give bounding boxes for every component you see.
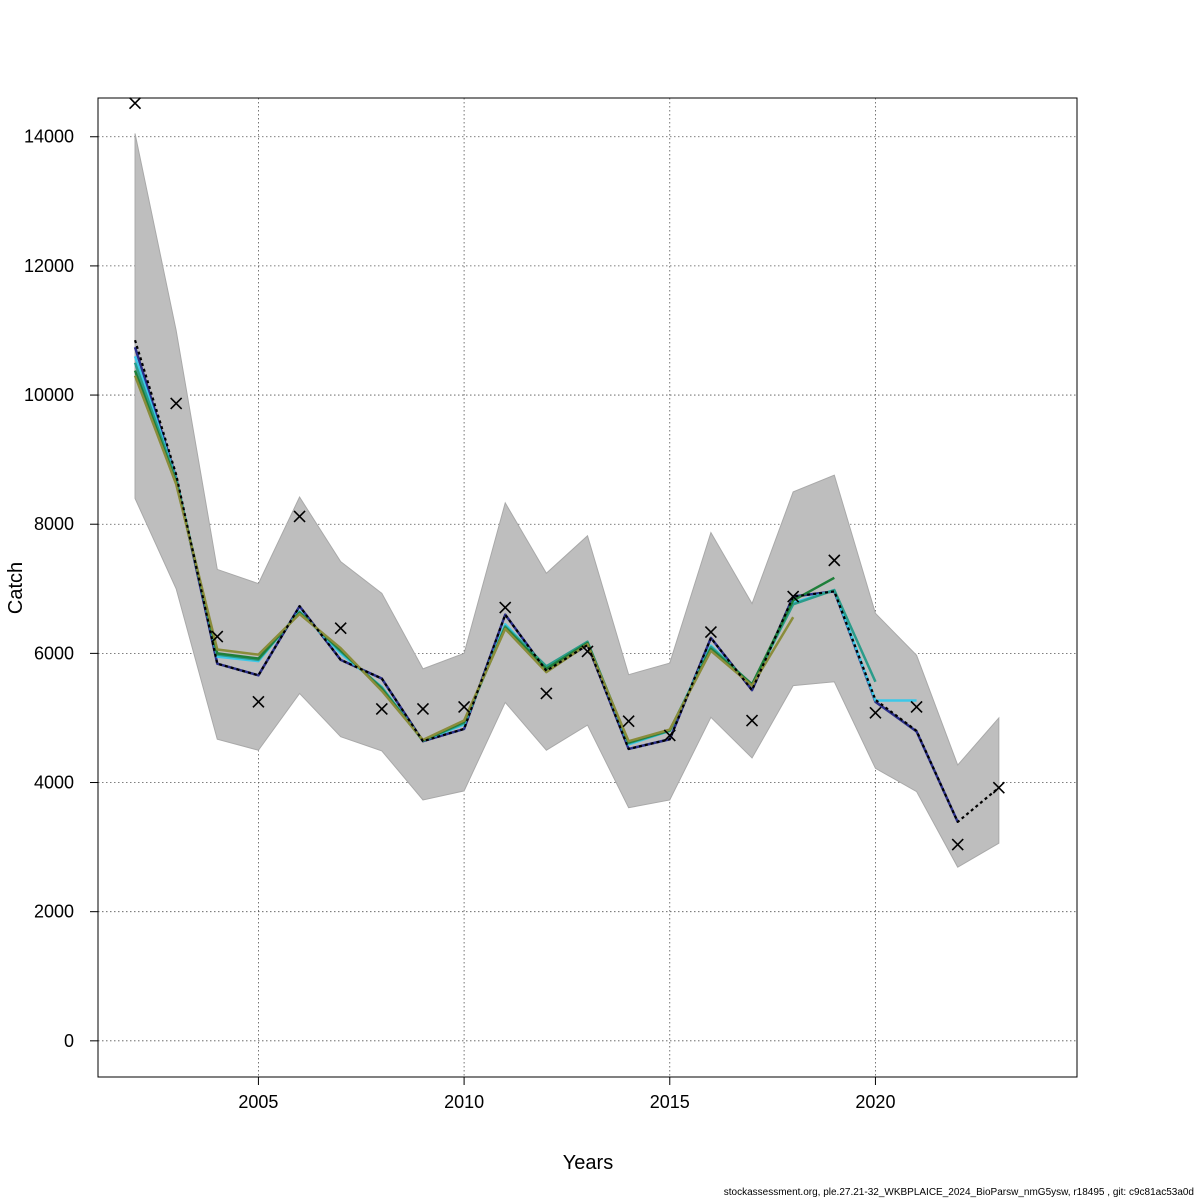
observations-layer [128,97,1005,851]
observation-point-7 [416,702,430,715]
x-tick-label-1: 2010 [444,1092,484,1112]
confidence-band-layer [134,133,1000,868]
y-tick-label-2: 4000 [34,773,74,793]
observation-point-21 [992,781,1005,794]
observation-point-14 [704,625,717,639]
series-line-5 [133,375,795,743]
x-tick-label-0: 2005 [238,1092,278,1112]
observation-point-9 [499,601,512,614]
y-tick-label-0: 0 [64,1031,74,1051]
observation-point-4 [293,510,306,523]
observation-point-13 [663,729,676,742]
footer-text: stockassessment.org, ple.27.21-32_WKBPLA… [723,1187,1194,1198]
observation-point-0 [128,97,142,110]
y-tick-label-6: 12000 [24,256,74,276]
x-axis-title: Years [563,1152,613,1174]
observation-point-19 [910,700,923,714]
y-tick-label-3: 6000 [34,643,74,663]
y-tick-label-7: 14000 [24,127,74,147]
observation-point-1 [170,397,183,410]
y-tick-label-5: 10000 [24,385,74,405]
observation-point-2 [211,630,224,643]
x-tick-label-2: 2015 [650,1092,690,1112]
observation-point-17 [828,554,841,567]
observation-point-6 [375,702,388,715]
x-tick-label-3: 2020 [855,1092,895,1112]
confidence-band [134,133,1000,868]
observation-point-3 [252,695,265,708]
observation-point-8 [458,700,471,714]
observation-point-11 [581,645,594,658]
observation-point-5 [334,622,347,635]
y-axis-title: Catch [5,562,27,614]
x-axis: 2005 2010 2015 2020 [238,1077,895,1112]
y-tick-label-4: 8000 [34,514,74,534]
observation-point-20 [951,838,964,851]
observation-point-12 [622,715,635,728]
series-line-0 [133,339,1000,824]
observation-point-10 [540,687,553,700]
plot-frame [97,97,1078,1078]
y-axis: 0 2000 4000 6000 8000 10000 12000 14000 [24,127,98,1051]
y-tick-label-1: 2000 [34,902,74,922]
observation-point-15 [745,714,759,727]
observation-point-18 [869,706,882,719]
observation-point-16 [787,590,800,603]
series-layer [133,339,1000,824]
